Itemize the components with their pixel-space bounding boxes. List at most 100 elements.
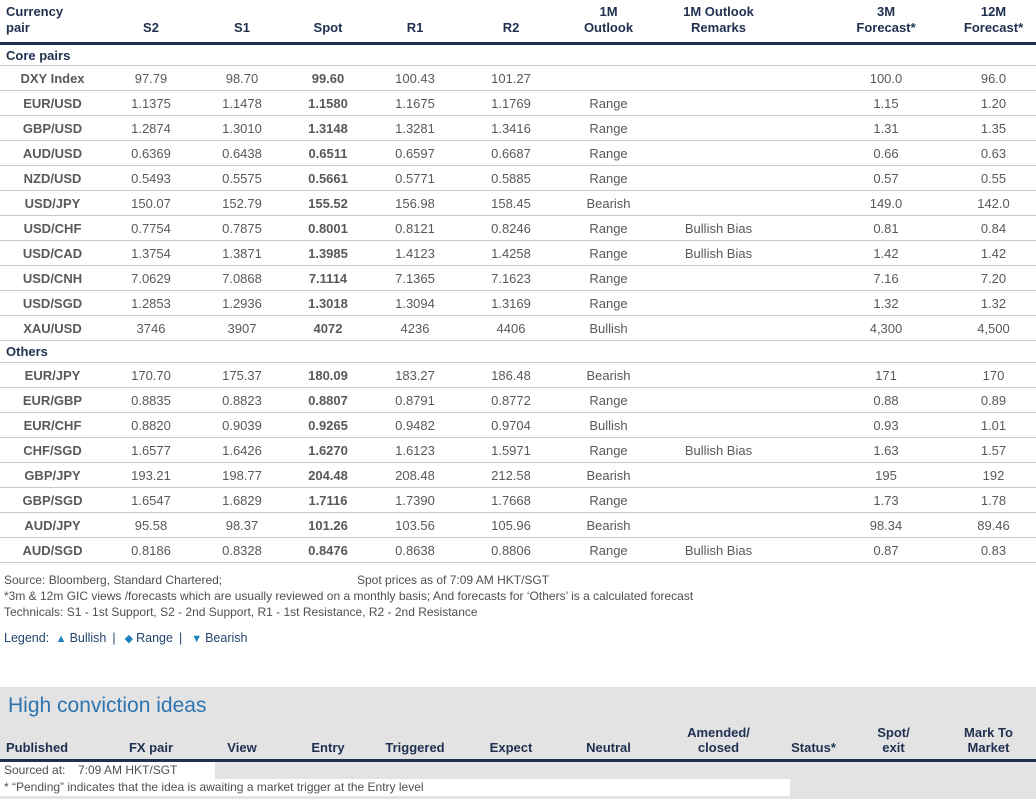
cell-s2: 1.1375 — [105, 90, 197, 116]
cell-s2: 0.8820 — [105, 412, 197, 438]
cell-pair: EUR/JPY — [0, 362, 105, 388]
cell-s2: 1.3754 — [105, 240, 197, 266]
cell-f12m: 89.46 — [951, 512, 1036, 538]
cell-f12m: 0.83 — [951, 537, 1036, 563]
col-status: Status* — [781, 718, 846, 762]
cell-remarks: Bullish Bias — [656, 215, 781, 241]
cell-r1: 208.48 — [369, 462, 461, 488]
hci-header-row: Published FX pair View Entry Triggered E… — [0, 718, 1036, 762]
cell-outlook: Bullish — [561, 412, 656, 438]
cell-outlook: Range — [561, 387, 656, 413]
col-s2: S2 — [105, 0, 197, 45]
pending-note: * “Pending” indicates that the idea is a… — [4, 779, 424, 794]
cell-s2: 1.2853 — [105, 290, 197, 316]
cell-r2: 0.6687 — [461, 140, 561, 166]
cell-s1: 198.77 — [197, 462, 287, 488]
fx-row: EUR/CHF 0.8820 0.9039 0.9265 0.9482 0.9704 Bul… — [0, 412, 1036, 438]
hci-footer-rows: Sourced at: 7:09 AM HKT/SGT * “Pending” … — [0, 761, 1036, 799]
cell-r2: 0.5885 — [461, 165, 561, 191]
cell-f12m: 1.42 — [951, 240, 1036, 266]
cell-s1: 175.37 — [197, 362, 287, 388]
cell-f12m: 1.78 — [951, 487, 1036, 513]
cell-s2: 170.70 — [105, 362, 197, 388]
cell-spot: 1.3985 — [287, 240, 369, 266]
cell-outlook — [561, 65, 656, 91]
cell-f3m: 100.0 — [781, 65, 951, 91]
fx-forecast-table: Currency pair S2 S1 Spot R1 R2 1M Outloo… — [0, 0, 1036, 563]
cell-remarks: Bullish Bias — [656, 240, 781, 266]
fx-row: AUD/JPY 95.58 98.37 101.26 103.56 105.96 Beari… — [0, 512, 1036, 538]
cell-pair: USD/CHF — [0, 215, 105, 241]
cell-f3m: 0.57 — [781, 165, 951, 191]
cell-spot: 0.8476 — [287, 537, 369, 563]
cell-remarks — [656, 265, 781, 291]
cell-r1: 100.43 — [369, 65, 461, 91]
cell-pair: AUD/SGD — [0, 537, 105, 563]
cell-f3m: 0.93 — [781, 412, 951, 438]
cell-r2: 7.1623 — [461, 265, 561, 291]
cell-s2: 193.21 — [105, 462, 197, 488]
cell-outlook: Bearish — [561, 190, 656, 216]
cell-pair: GBP/SGD — [0, 487, 105, 513]
cell-r1: 1.7390 — [369, 487, 461, 513]
cell-remarks — [656, 512, 781, 538]
cell-f3m: 0.87 — [781, 537, 951, 563]
cell-r1: 0.6597 — [369, 140, 461, 166]
cell-s2: 7.0629 — [105, 265, 197, 291]
cell-r1: 0.8791 — [369, 387, 461, 413]
source-text: Source: Bloomberg, Standard Chartered; — [4, 573, 223, 587]
cell-s2: 3746 — [105, 315, 197, 341]
cell-spot: 7.1114 — [287, 265, 369, 291]
cell-outlook: Bearish — [561, 362, 656, 388]
cell-outlook: Range — [561, 90, 656, 116]
fx-row: EUR/GBP 0.8835 0.8823 0.8807 0.8791 0.8772 Ran… — [0, 387, 1036, 413]
fx-row: GBP/JPY 193.21 198.77 204.48 208.48 212.58 Bea… — [0, 462, 1036, 488]
high-conviction-title: High conviction ideas — [8, 694, 207, 717]
col-s1: S1 — [197, 0, 287, 45]
fx-row: DXY Index 97.79 98.70 99.60 100.43 101.27 100.… — [0, 65, 1036, 91]
high-conviction-section: High conviction ideas Published FX pair … — [0, 687, 1036, 799]
cell-outlook: Range — [561, 215, 656, 241]
col-spot-exit: Spot/ exit — [846, 718, 941, 762]
legend-separator: | — [112, 631, 116, 645]
cell-r1: 1.1675 — [369, 90, 461, 116]
cell-outlook: Range — [561, 487, 656, 513]
col-mark-to-market: Mark To Market — [941, 718, 1036, 762]
cell-s2: 0.5493 — [105, 165, 197, 191]
sourced-at-cell-background — [0, 761, 215, 779]
cell-pair: XAU/USD — [0, 315, 105, 341]
cell-f12m: 0.63 — [951, 140, 1036, 166]
cell-s2: 0.8835 — [105, 387, 197, 413]
cell-f12m: 0.89 — [951, 387, 1036, 413]
cell-f3m: 1.31 — [781, 115, 951, 141]
fx-row: USD/CHF 0.7754 0.7875 0.8001 0.8121 0.8246 Ran… — [0, 215, 1036, 241]
cell-spot: 0.8807 — [287, 387, 369, 413]
cell-pair: DXY Index — [0, 65, 105, 91]
cell-r2: 186.48 — [461, 362, 561, 388]
cell-s2: 0.7754 — [105, 215, 197, 241]
cell-spot: 180.09 — [287, 362, 369, 388]
cell-s2: 0.6369 — [105, 140, 197, 166]
cell-s1: 0.7875 — [197, 215, 287, 241]
pending-note-cell-background — [0, 778, 790, 796]
legend-range-label: Range — [136, 631, 173, 645]
cell-f12m: 170 — [951, 362, 1036, 388]
cell-s1: 1.6426 — [197, 437, 287, 463]
cell-pair: USD/CAD — [0, 240, 105, 266]
fx-row: CHF/SGD 1.6577 1.6426 1.6270 1.6123 1.5971 Ran… — [0, 437, 1036, 463]
fx-row: USD/CAD 1.3754 1.3871 1.3985 1.4123 1.4258 Ran… — [0, 240, 1036, 266]
fx-row: GBP/SGD 1.6547 1.6829 1.7116 1.7390 1.7668 Ran… — [0, 487, 1036, 513]
cell-spot: 1.6270 — [287, 437, 369, 463]
cell-s1: 0.8328 — [197, 537, 287, 563]
cell-remarks — [656, 140, 781, 166]
cell-outlook: Range — [561, 290, 656, 316]
section-label: Core pairs — [0, 43, 1036, 66]
col-currency-pair: Currency pair — [0, 0, 105, 45]
col-1m-outlook-remarks: 1M Outlook Remarks — [656, 0, 781, 45]
cell-pair: GBP/JPY — [0, 462, 105, 488]
cell-remarks — [656, 387, 781, 413]
col-12m-forecast: 12M Forecast* — [951, 0, 1036, 45]
range-diamond-icon: ◆ — [124, 633, 134, 645]
cell-f3m: 0.66 — [781, 140, 951, 166]
cell-spot: 0.9265 — [287, 412, 369, 438]
